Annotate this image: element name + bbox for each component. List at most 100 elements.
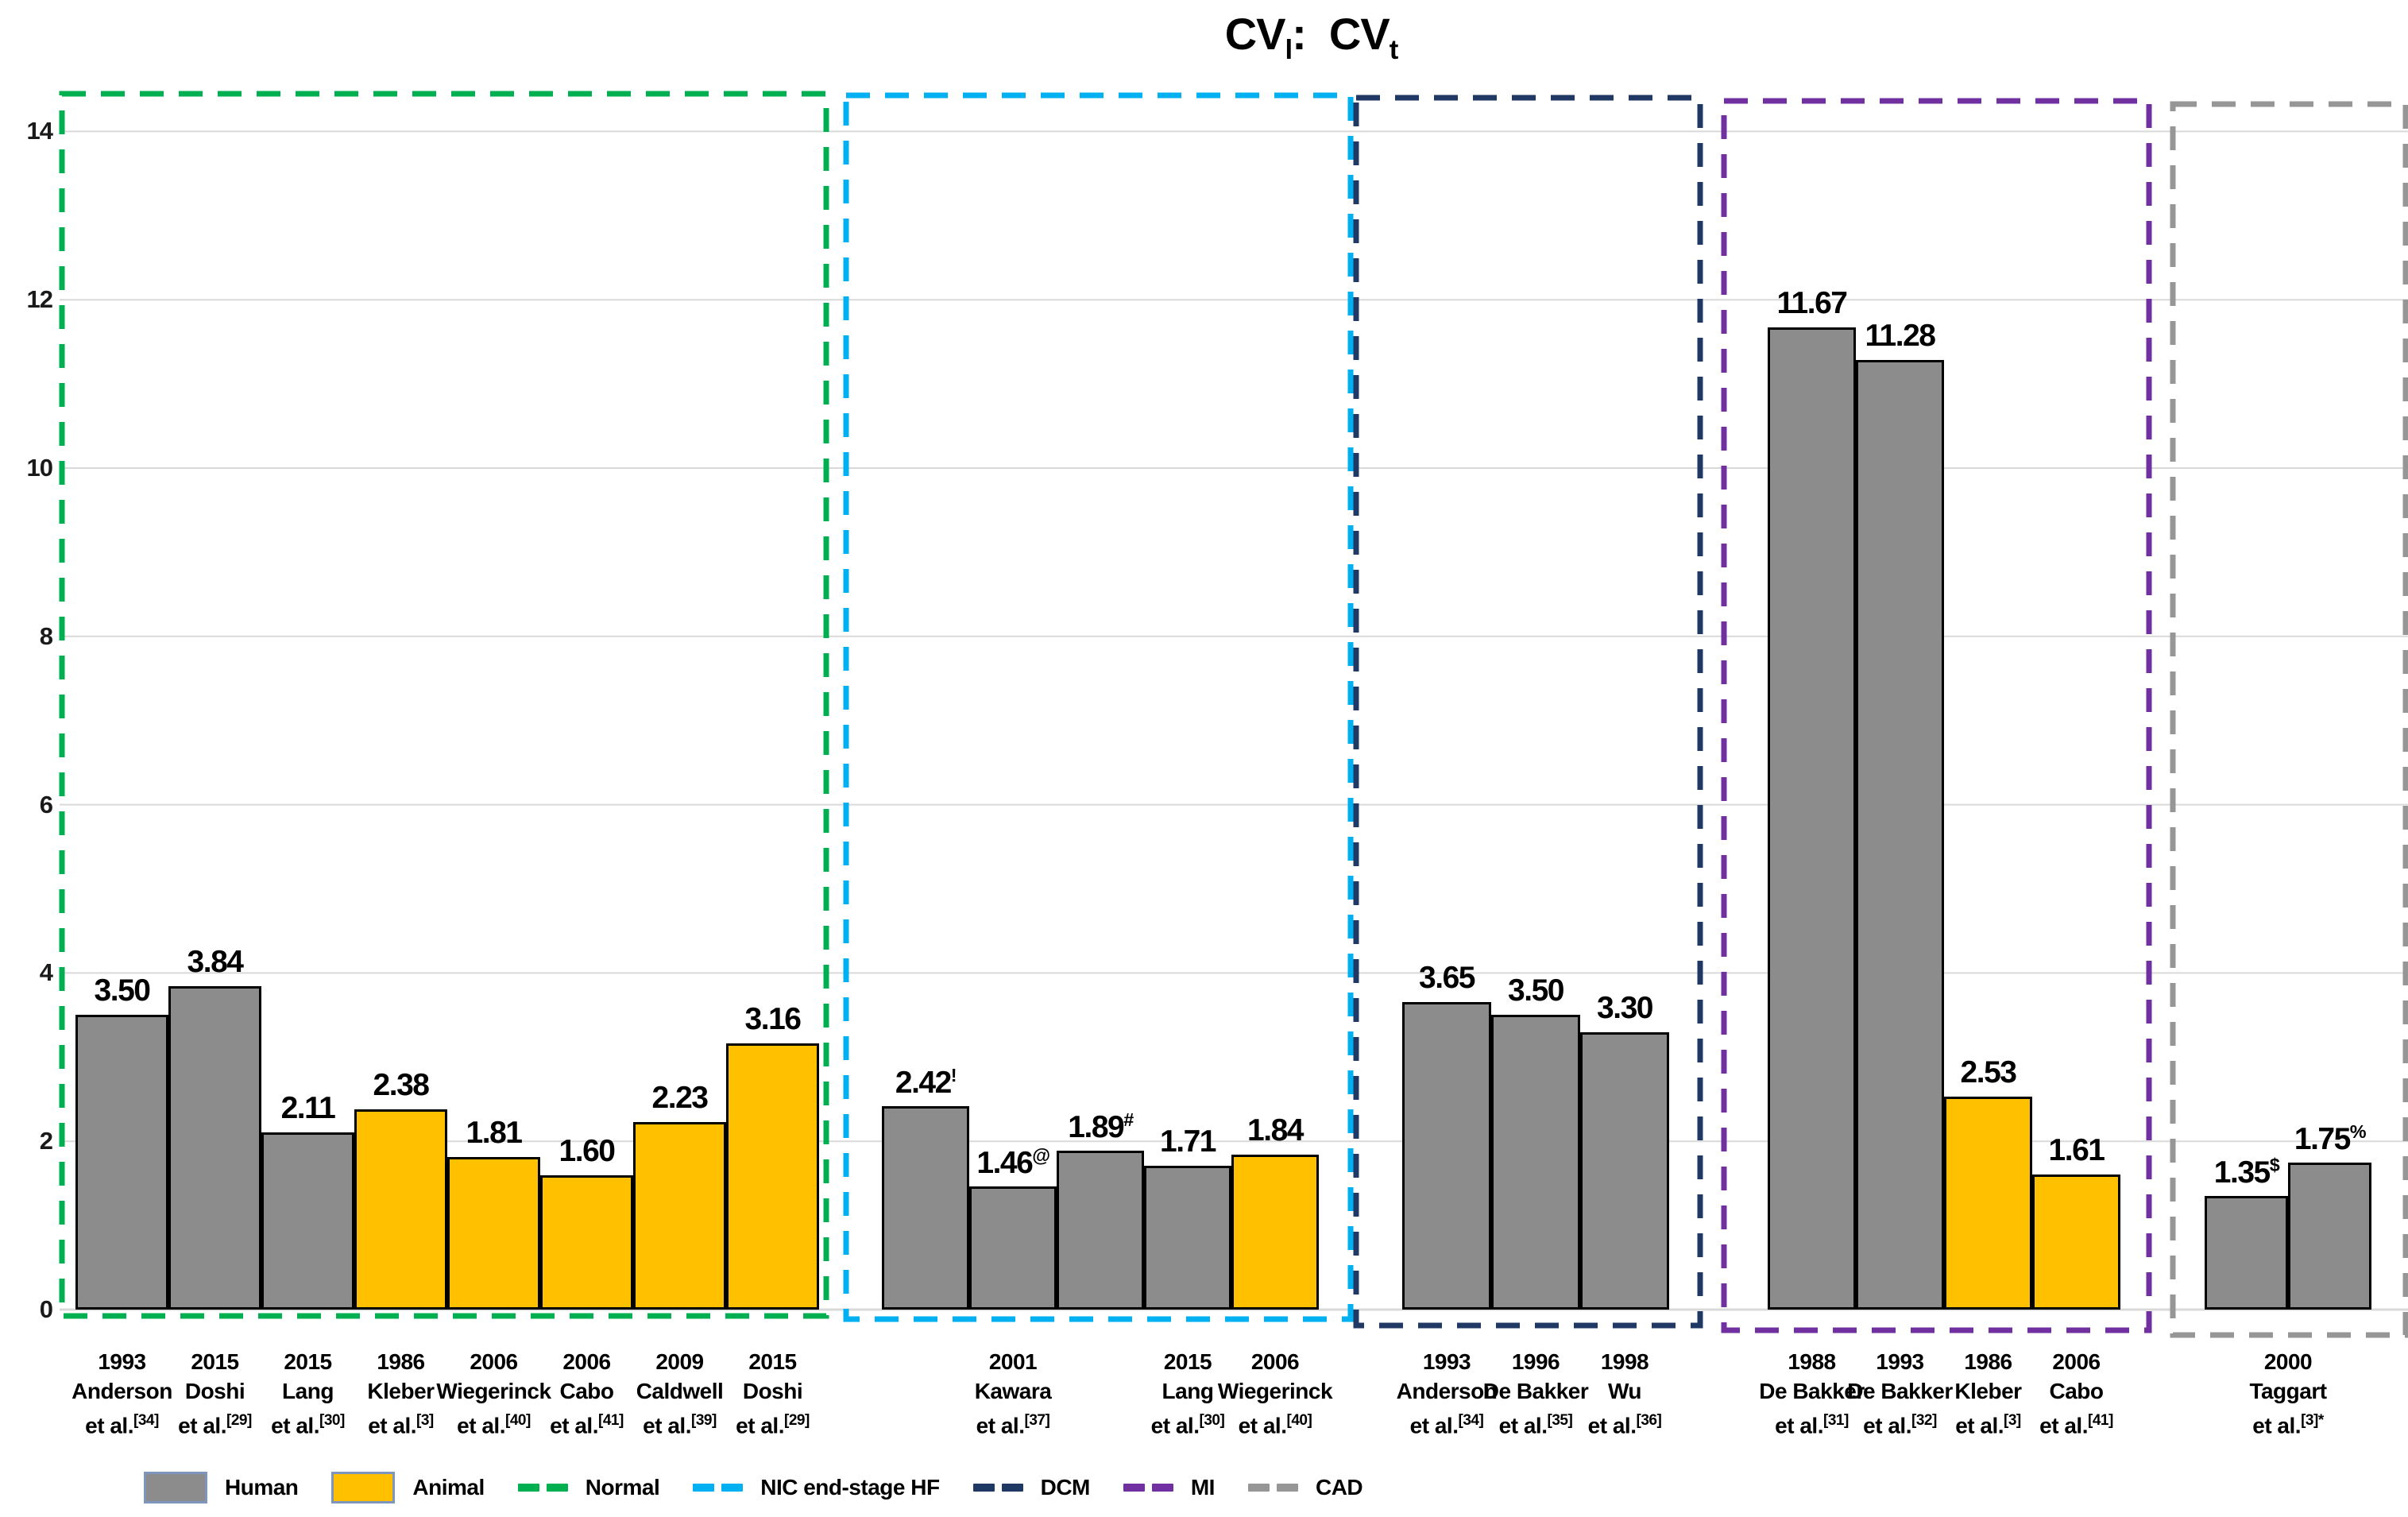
dash-segment — [546, 1484, 568, 1492]
study-reference: et al.[37] — [838, 1406, 1188, 1440]
study-author: Wu — [1607, 1379, 1642, 1403]
study-year: 2006 — [1250, 1349, 1300, 1374]
study-year: 1993 — [1876, 1349, 1924, 1374]
legend-label: Human — [225, 1475, 299, 1500]
group-box-dcm — [1353, 95, 1703, 1329]
legend-item-dcm: DCM — [972, 1475, 1090, 1500]
dash-segment — [1247, 1484, 1270, 1492]
x-tick-label: 2006 Wiegerinck et al.[40] — [319, 1347, 669, 1440]
bar-human — [75, 1015, 168, 1310]
study-year: 2000 — [2263, 1349, 2313, 1374]
study-author: De Bakker — [1482, 1379, 1589, 1403]
study-reference: et al.[34] — [1272, 1406, 1621, 1440]
et-al-text: et al. — [643, 1413, 691, 1438]
study-author: Cabo — [2049, 1379, 2105, 1403]
study-author: De Bakker — [1847, 1379, 1953, 1403]
study-reference: et al.[32] — [1726, 1406, 2075, 1440]
study-reference: et al.[39] — [505, 1406, 855, 1440]
reference-number: [39] — [690, 1412, 717, 1429]
dash-segment — [693, 1484, 715, 1492]
x-tick-label: 1988 De Bakker et al.[31] — [1637, 1347, 1987, 1440]
dash-segment — [972, 1484, 995, 1492]
bar-value-label: 1.71 — [1160, 1124, 1216, 1159]
x-tick-label: 2006 Cabo et al.[41] — [412, 1347, 762, 1440]
study-reference: et al.[3] — [226, 1406, 576, 1440]
x-tick-label: 2009 Caldwell et al.[39] — [505, 1347, 855, 1440]
legend-label: CAD — [1315, 1475, 1363, 1500]
legend-item-human: Human — [144, 1472, 299, 1503]
et-al-text: et al. — [85, 1413, 133, 1438]
study-reference: et al.[36] — [1450, 1406, 1799, 1440]
study-year: 2015 — [748, 1349, 797, 1374]
et-al-text: et al. — [1238, 1413, 1287, 1438]
study-author: Doshi — [184, 1379, 245, 1403]
legend-item-normal: Normal — [517, 1475, 660, 1500]
study-reference: et al. [41] — [412, 1406, 762, 1440]
reference-number: [31] — [1822, 1412, 1849, 1429]
study-reference: et al. [31] — [1637, 1406, 1987, 1440]
x-tick-label: 1986 Kleber et al.[3] — [226, 1347, 576, 1440]
bar-value-label: 11.28 — [1865, 319, 1936, 354]
bar-value-label: 3.84 — [187, 945, 244, 980]
x-tick-label: 2000 Taggart et al.[3]* — [2113, 1347, 2408, 1440]
legend: Human Animal Normal NIC end-stage HF DCM MI CA… — [144, 1469, 1363, 1507]
legend-label: Normal — [585, 1475, 660, 1500]
y-axis-tick: 12 — [26, 285, 53, 314]
study-author: Anderson — [1396, 1379, 1498, 1403]
x-tick-label: 2015 Doshi et al.[29] — [598, 1347, 948, 1440]
bar-human — [1057, 1150, 1144, 1310]
study-year: 2001 — [988, 1349, 1038, 1374]
bar-human — [1768, 327, 1856, 1310]
bar-value-footnote-mark: # — [1123, 1109, 1134, 1130]
study-author: Kleber — [367, 1379, 435, 1403]
legend-dash-icon — [517, 1484, 568, 1492]
reference-number: [32] — [1911, 1412, 1937, 1429]
bar-value-text: 1.46 — [976, 1146, 1033, 1181]
et-al-text: et al. — [1863, 1413, 1911, 1438]
reference-number: [3]* — [2301, 1412, 2324, 1429]
study-year: 2009 — [655, 1349, 704, 1374]
study-author: Anderson — [72, 1379, 172, 1403]
bar-human — [2205, 1196, 2288, 1310]
et-al-text: et al. — [736, 1413, 784, 1438]
bar-value-text: 3.65 — [1419, 961, 1475, 996]
bar-value-footnote-mark: % — [2349, 1120, 2367, 1142]
reference-number: [30] — [1199, 1412, 1225, 1429]
bar-value-text: 3.84 — [187, 945, 244, 980]
chart-title: CVl: CVt — [215, 8, 2408, 66]
bar-animal — [2032, 1174, 2120, 1310]
et-al-text: et al. — [1409, 1413, 1459, 1438]
study-author: Lang — [282, 1379, 334, 1403]
study-author: Lang — [1161, 1379, 1214, 1403]
legend-swatch-icon — [144, 1472, 207, 1503]
study-year: 2015 — [191, 1349, 239, 1374]
study-reference: et al.[40] — [319, 1406, 669, 1440]
legend-item-mi: MI — [1123, 1475, 1215, 1500]
reference-number: [29] — [226, 1412, 252, 1429]
bar-human — [2288, 1162, 2371, 1310]
study-reference: et al.[41] — [1902, 1406, 2251, 1440]
dash-segment — [517, 1484, 539, 1492]
bar-value-text: 1.61 — [2048, 1132, 2105, 1167]
y-axis-tick: 14 — [26, 117, 53, 145]
legend-swatch-icon — [331, 1472, 396, 1503]
y-axis-tick: 10 — [26, 454, 53, 482]
study-year: 2006 — [562, 1349, 611, 1374]
legend-dash-icon — [1247, 1484, 1298, 1492]
reference-number: [41] — [597, 1412, 624, 1429]
bar-value-text: 1.81 — [466, 1116, 523, 1151]
bar-value-label: 1.75% — [2294, 1120, 2367, 1157]
study-reference: et al.[30] — [133, 1406, 483, 1440]
bar-value-text: 2.23 — [651, 1080, 709, 1115]
bar-human — [1402, 1002, 1491, 1310]
bar-value-text: 3.30 — [1597, 990, 1653, 1025]
bar-human — [1491, 1015, 1580, 1310]
x-tick-label: 2015 Lang et al.[30] — [1013, 1347, 1362, 1440]
bar-human — [1144, 1165, 1231, 1310]
bar-value-text: 1.84 — [1247, 1113, 1304, 1148]
study-year: 2006 — [2052, 1349, 2101, 1374]
study-year: 1998 — [1600, 1349, 1649, 1374]
reference-number: [40] — [504, 1412, 531, 1429]
reference-number: [30] — [319, 1412, 345, 1429]
bar-animal — [1944, 1097, 2032, 1310]
